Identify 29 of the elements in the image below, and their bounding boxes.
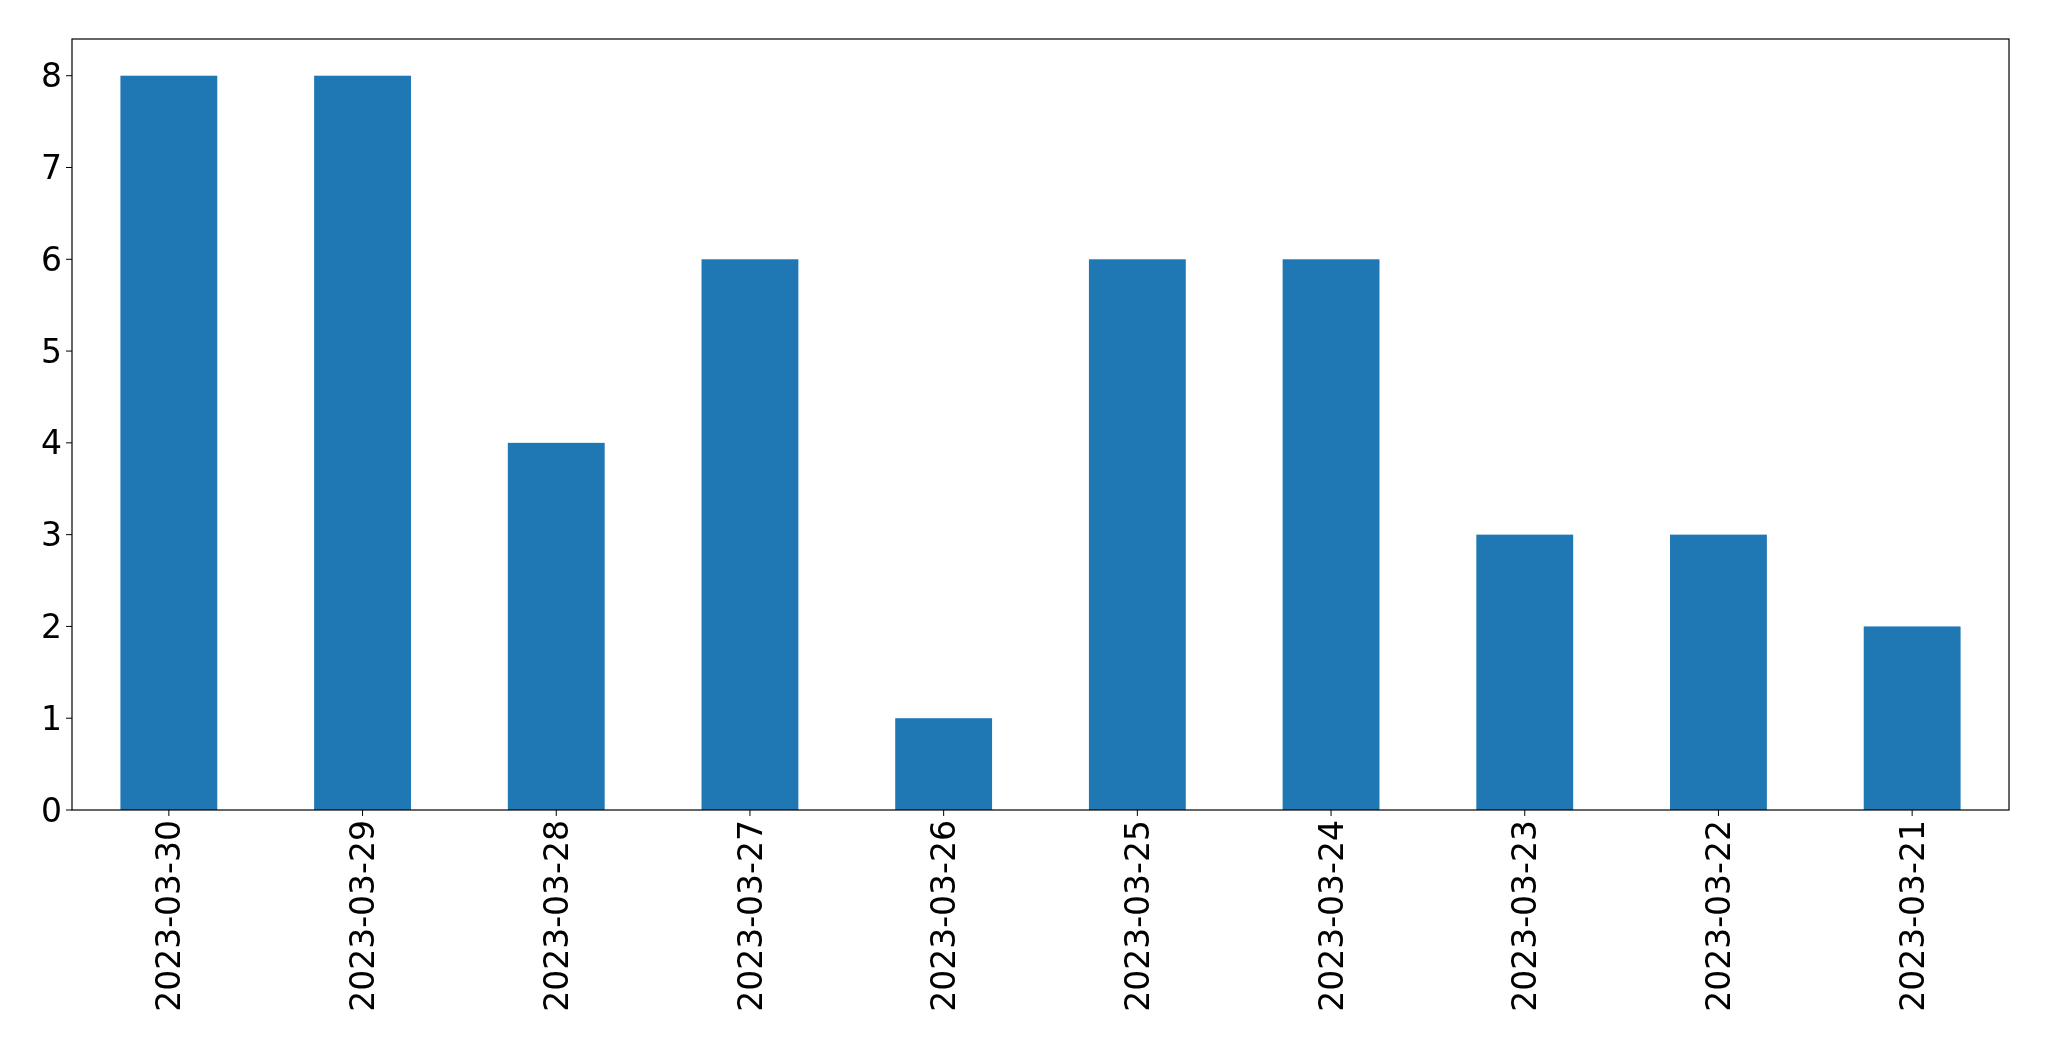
x-tick-label: 2023-03-24 [1311, 820, 1351, 1012]
x-tick-label: 2023-03-29 [343, 820, 383, 1012]
y-tick-label: 5 [41, 331, 62, 371]
bar [507, 442, 605, 810]
y-tick-label: 6 [41, 239, 62, 279]
x-tick-label: 2023-03-27 [730, 820, 770, 1012]
bar [1088, 259, 1186, 810]
x-tick-label: 2023-03-28 [536, 820, 576, 1012]
bar [314, 75, 411, 810]
bar [1670, 534, 1767, 810]
x-tick-label: 2023-03-30 [149, 820, 189, 1012]
bar [1282, 259, 1380, 810]
x-tick-label: 2023-03-21 [1892, 820, 1932, 1012]
y-tick-label: 8 [41, 56, 62, 96]
bar [701, 259, 799, 810]
x-tick-label: 2023-03-23 [1505, 820, 1545, 1012]
x-tick-label: 2023-03-25 [1117, 820, 1157, 1012]
y-tick-label: 1 [41, 698, 62, 738]
x-tick-label: 2023-03-26 [924, 820, 964, 1012]
y-tick-label: 0 [41, 790, 62, 830]
bar [1863, 626, 1961, 810]
bar [120, 75, 218, 810]
bar [895, 718, 993, 810]
bar [1476, 534, 1574, 810]
y-tick-label: 4 [41, 423, 62, 463]
x-tick-label: 2023-03-22 [1699, 820, 1738, 1012]
y-tick-label: 7 [41, 148, 62, 188]
y-tick-label: 2 [41, 606, 62, 646]
y-tick-label: 3 [41, 515, 62, 555]
